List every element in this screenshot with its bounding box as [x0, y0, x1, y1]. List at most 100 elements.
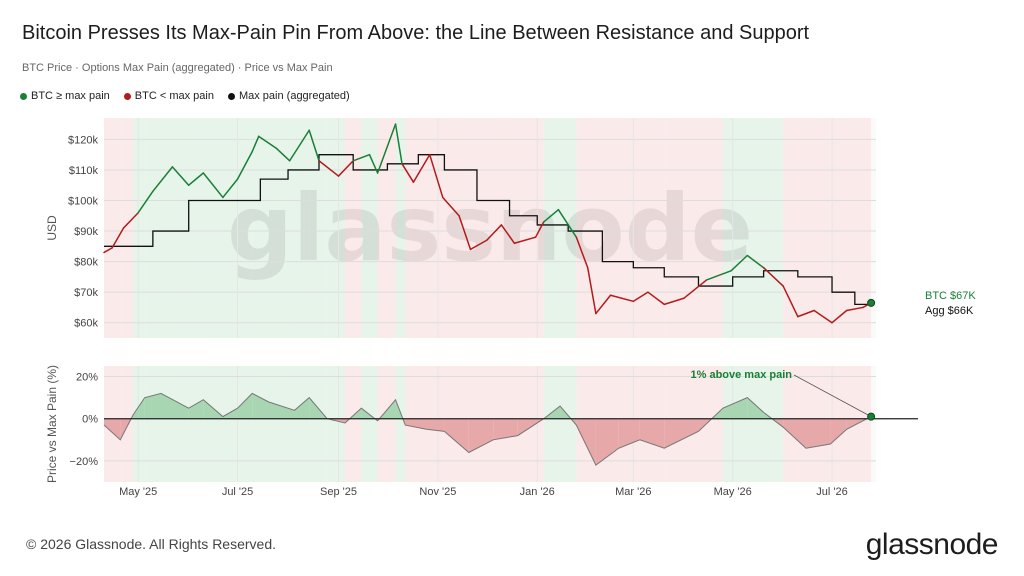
regime-band-deviation: [294, 366, 310, 482]
btc-series-segment: [845, 306, 864, 312]
btc-series-segment: [394, 123, 403, 165]
regime-band-price: [722, 118, 748, 338]
btc-series-segment: [557, 208, 578, 238]
btc-series-segment: [171, 166, 190, 186]
regime-band-deviation: [543, 366, 561, 482]
deviation-area: [664, 418, 699, 449]
btc-series-segment: [368, 153, 379, 174]
btc-series-segment: [575, 236, 589, 269]
btc-series-segment: [513, 236, 537, 245]
chart-title: Bitcoin Presses Its Max-Pain Pin From Ab…: [22, 22, 810, 44]
regime-band-deviation: [361, 366, 378, 482]
btc-series-segment: [152, 166, 174, 193]
btc-series-segment: [103, 247, 113, 254]
legend: BTC ≥ max pain BTC < max pain Max pain (…: [20, 90, 350, 102]
btc-series-segment: [428, 153, 444, 199]
regime-band-price: [426, 118, 445, 338]
regime-band-deviation: [747, 366, 764, 482]
regime-band-price: [104, 118, 121, 338]
regime-band-price: [161, 118, 189, 338]
x-tick-label: Sep '25: [320, 486, 357, 498]
btc-series-segment: [609, 294, 635, 303]
btc-series-segment: [632, 291, 649, 303]
regime-band-deviation: [161, 366, 189, 482]
deviation-area: [595, 418, 619, 466]
maxpain-series-line: [104, 154, 872, 306]
annotation-leader: [793, 374, 872, 417]
regime-band-deviation: [345, 366, 362, 482]
regime-band-price: [698, 118, 723, 338]
btc-series-segment: [412, 153, 431, 183]
btc-series-segment: [187, 172, 205, 186]
btc-series-segment: [236, 150, 253, 180]
btc-series-segment: [782, 285, 799, 318]
deviation-area: [237, 393, 253, 419]
btc-series-segment: [442, 196, 460, 217]
legend-label-below: BTC < max pain: [134, 90, 214, 102]
btc-series-segment: [663, 297, 685, 306]
regime-band-price: [268, 118, 295, 338]
btc-series-segment: [257, 135, 278, 150]
regime-band-price: [763, 118, 784, 338]
legend-item-maxpain[interactable]: Max pain (aggregated): [227, 90, 350, 102]
regime-band-deviation: [203, 366, 223, 482]
regime-band-price: [309, 118, 328, 338]
deviation-area: [104, 418, 121, 440]
deviation-area: [747, 397, 764, 419]
regime-band-deviation: [560, 366, 577, 482]
deviation-area: [493, 418, 518, 440]
legend-item-above[interactable]: BTC ≥ max pain: [20, 90, 110, 102]
deviation-y-tick-label: 0%: [82, 414, 98, 426]
btc-series-segment: [534, 221, 545, 238]
deviation-area: [444, 418, 469, 453]
regime-band-price: [783, 118, 806, 338]
btc-series-segment: [458, 215, 472, 251]
regime-band-deviation: [763, 366, 784, 482]
btc-series-segment: [251, 135, 260, 153]
legend-item-below[interactable]: BTC < max pain: [123, 90, 214, 102]
x-tick-label: Mar '26: [615, 486, 651, 498]
regime-band-price: [345, 118, 362, 338]
price-y-tick-label: $90k: [74, 226, 98, 238]
btc-series-segment: [202, 172, 224, 199]
regime-band-price: [595, 118, 619, 338]
x-tick-label: Nov '25: [419, 486, 456, 498]
regime-band-deviation: [722, 366, 748, 482]
regime-band-deviation: [188, 366, 204, 482]
btc-series-segment: [137, 190, 154, 214]
btc-series-segment: [288, 129, 310, 162]
deviation-y-tick-label: −20%: [70, 456, 99, 468]
price-y-tick-label: $70k: [74, 287, 98, 299]
legend-dot-maxpain: [227, 92, 235, 100]
btc-series-segment: [595, 294, 612, 315]
regime-band-price: [805, 118, 831, 338]
regime-band-price: [830, 118, 847, 338]
regime-band-price: [405, 118, 427, 338]
legend-label-maxpain: Max pain (aggregated): [238, 90, 350, 102]
btc-series-segment: [485, 224, 503, 241]
btc-series-segment: [647, 291, 666, 306]
deviation-area: [294, 397, 310, 419]
btc-series-segment: [683, 279, 708, 300]
btc-series-segment: [813, 309, 833, 324]
regime-band-price: [120, 118, 134, 338]
btc-series-segment: [308, 129, 320, 162]
regime-band-price: [444, 118, 469, 338]
regime-band-deviation: [133, 366, 145, 482]
deviation-area: [783, 418, 806, 449]
maxpain-end-label: Agg $66K: [925, 305, 974, 317]
btc-series-segment: [111, 227, 125, 249]
btc-series-segment: [401, 163, 415, 183]
x-tick-label: May '26: [714, 486, 752, 498]
btc-series-segment: [500, 224, 516, 245]
brand-logo: glassnode: [865, 528, 999, 561]
deviation-area: [268, 401, 295, 419]
deviation-annotation: 1% above max pain: [691, 369, 793, 381]
btc-series-segment: [222, 178, 239, 199]
regime-band-price: [846, 118, 872, 338]
x-tick-label: May '25: [119, 486, 157, 498]
deviation-area: [133, 397, 145, 419]
regime-band-price: [188, 118, 204, 338]
x-tick-label: Jul '26: [816, 486, 847, 498]
btc-series-segment: [705, 270, 732, 281]
